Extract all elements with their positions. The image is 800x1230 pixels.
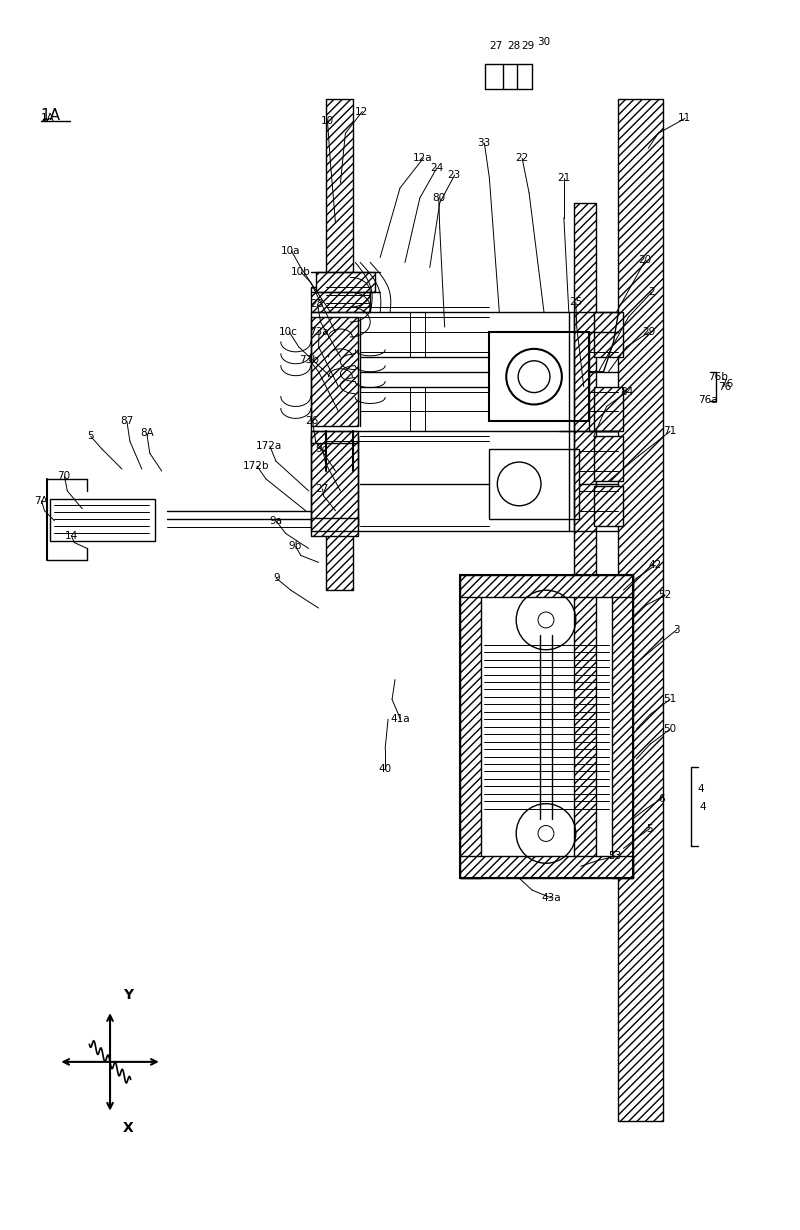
Text: 28: 28 <box>507 41 521 50</box>
Text: 76a: 76a <box>698 395 718 405</box>
Text: 14: 14 <box>64 530 78 540</box>
Bar <box>594 312 623 357</box>
Text: 2: 2 <box>648 288 655 298</box>
Text: 9a: 9a <box>269 515 282 525</box>
Text: 11: 11 <box>678 113 691 123</box>
Text: 52: 52 <box>658 590 671 600</box>
Text: 53: 53 <box>609 851 622 861</box>
Text: 5: 5 <box>646 824 653 834</box>
Text: 71: 71 <box>663 427 677 437</box>
Text: 25: 25 <box>569 298 582 308</box>
Text: 12a: 12a <box>413 154 433 164</box>
Text: 29: 29 <box>521 41 534 50</box>
Text: 4: 4 <box>700 802 706 812</box>
Text: 42: 42 <box>648 561 662 571</box>
Text: 80: 80 <box>432 193 445 203</box>
Bar <box>326 98 354 288</box>
Text: 30: 30 <box>537 37 550 47</box>
Bar <box>310 432 358 443</box>
Text: 8A: 8A <box>140 428 154 438</box>
Bar <box>310 437 358 525</box>
Text: 1A: 1A <box>41 108 61 123</box>
Bar <box>50 499 154 540</box>
Bar <box>459 856 634 878</box>
Text: 9b: 9b <box>289 541 302 551</box>
Text: 10: 10 <box>321 117 334 127</box>
Bar <box>594 486 623 525</box>
Text: 50: 50 <box>663 724 676 734</box>
Text: 76: 76 <box>718 381 731 391</box>
Text: 7A: 7A <box>34 496 48 506</box>
Text: 28: 28 <box>310 299 324 309</box>
Text: 5: 5 <box>87 432 94 442</box>
Text: 10b: 10b <box>290 267 310 278</box>
Bar <box>594 386 623 432</box>
Text: 6: 6 <box>658 793 665 803</box>
Text: 172b: 172b <box>243 461 270 471</box>
Bar <box>459 576 482 878</box>
Text: 84: 84 <box>621 386 634 396</box>
Bar <box>490 449 578 519</box>
Text: 9c: 9c <box>315 444 328 454</box>
Bar <box>310 288 370 312</box>
Text: 51: 51 <box>663 695 677 705</box>
Text: Y: Y <box>123 988 133 1002</box>
Text: 10c: 10c <box>279 327 298 337</box>
Bar <box>611 576 634 878</box>
Bar <box>459 576 634 878</box>
Text: 33: 33 <box>478 138 490 149</box>
Text: 76b: 76b <box>708 371 728 381</box>
Bar <box>459 576 634 597</box>
Text: 73a: 73a <box>309 327 328 337</box>
Bar <box>315 272 375 293</box>
Bar <box>490 332 589 422</box>
Text: 43a: 43a <box>541 893 561 903</box>
Text: 73b: 73b <box>298 354 318 365</box>
Text: 21: 21 <box>557 173 570 183</box>
Text: 9: 9 <box>273 573 279 583</box>
Text: X: X <box>122 1122 134 1135</box>
Bar <box>618 98 663 1122</box>
Text: 87: 87 <box>120 416 134 427</box>
Bar <box>310 518 358 535</box>
Text: 10a: 10a <box>281 246 300 256</box>
Text: 27: 27 <box>490 41 502 50</box>
Text: 12: 12 <box>355 107 369 117</box>
Text: 41a: 41a <box>390 715 410 724</box>
Text: 76: 76 <box>720 379 733 389</box>
Bar <box>574 203 596 868</box>
Text: 23: 23 <box>448 170 461 180</box>
Text: 70: 70 <box>58 471 70 481</box>
Text: 24: 24 <box>430 164 443 173</box>
Text: 26: 26 <box>306 416 319 427</box>
Bar <box>310 317 358 427</box>
Text: 40: 40 <box>378 764 391 774</box>
Text: 20: 20 <box>638 256 651 266</box>
Bar <box>594 437 623 481</box>
Text: 1A: 1A <box>41 113 54 123</box>
Text: 4: 4 <box>698 784 705 793</box>
Circle shape <box>538 613 554 627</box>
Circle shape <box>538 825 554 841</box>
Text: 27: 27 <box>315 483 329 494</box>
Text: 29: 29 <box>642 327 655 337</box>
Text: 22: 22 <box>515 154 529 164</box>
Text: 172a: 172a <box>256 442 282 451</box>
Text: 3: 3 <box>673 625 680 635</box>
Bar <box>326 471 354 590</box>
